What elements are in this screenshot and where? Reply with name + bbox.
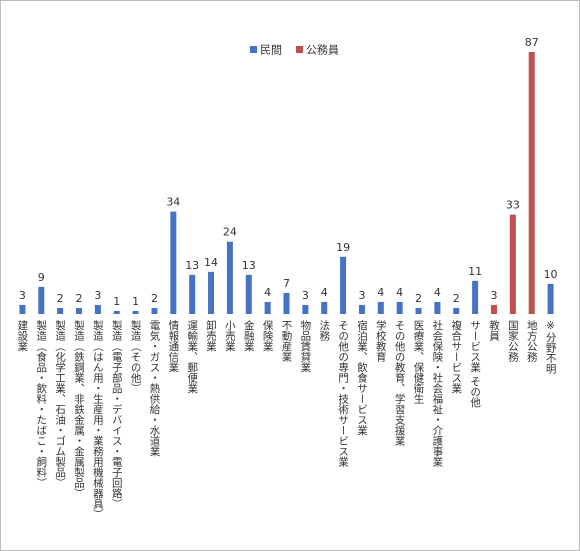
x-tick-label: 小売業: [224, 320, 236, 352]
bar: [321, 301, 328, 314]
x-tick-label: 複合サービス業: [450, 319, 462, 394]
bar: [19, 304, 26, 314]
x-tick-label: 卸売業: [205, 319, 217, 352]
x-tick-label: 法務: [318, 319, 330, 342]
bar: [245, 274, 252, 314]
data-label: 19: [336, 241, 350, 254]
x-tick-label: 保険業: [262, 319, 274, 352]
bar: [358, 304, 365, 314]
data-label: 1: [113, 295, 120, 308]
data-label: 7: [283, 277, 290, 290]
bar: [38, 286, 45, 314]
x-tick-label: 運輸業、郵便業: [186, 320, 198, 394]
x-tick-label: 不動産業: [281, 320, 293, 363]
data-label: 3: [94, 289, 101, 302]
x-tick-label: 社会保険・社会福祉・介護事業: [431, 319, 443, 468]
x-tick-label: 製造（電子部品・デバイス・電子回路）: [111, 319, 123, 509]
bar: [490, 304, 497, 314]
x-tick-label: その他の専門・技術サービス業: [337, 320, 349, 468]
data-label: 13: [185, 259, 199, 272]
data-label: 3: [490, 289, 497, 302]
data-label: 33: [506, 199, 520, 212]
x-tick-label: 電気・ガス・熱供給・水道業: [148, 320, 160, 457]
x-tick-label: 製造（はん用・生産用・業務用機械器具）: [92, 319, 104, 519]
x-tick-label: 国家公務: [507, 320, 519, 363]
bar: [340, 256, 347, 314]
data-label: 2: [57, 292, 64, 305]
data-label: 11: [468, 265, 482, 278]
data-label: 9: [38, 271, 45, 284]
bar: [377, 301, 384, 314]
bar: [113, 310, 120, 314]
data-label: 3: [19, 289, 26, 302]
x-tick-label: ※分野不明: [545, 320, 557, 375]
data-label: 4: [377, 286, 384, 299]
data-label: 3: [358, 289, 365, 302]
x-tick-label: その他の教育、学習支援業: [394, 320, 406, 447]
x-tick-label: 製造（化学工業、石油・ゴム製品）: [54, 319, 66, 488]
bar: [76, 307, 83, 314]
bar: [396, 301, 403, 314]
data-label: 2: [453, 292, 460, 305]
data-label: 2: [76, 292, 83, 305]
x-tick-label: 教員: [488, 319, 500, 342]
bar: [132, 310, 139, 314]
x-tick-label: 情報通信業: [167, 319, 179, 373]
x-tick-label: 物品賃貸業: [299, 319, 311, 373]
bar: [547, 283, 554, 314]
bar: [189, 274, 196, 314]
bar: [94, 304, 101, 314]
data-label: 4: [434, 286, 441, 299]
x-tick-label: 学校教育: [375, 319, 387, 363]
bar: [453, 307, 460, 314]
bar: [208, 271, 215, 314]
x-tick-label: サービス業 その他: [469, 320, 481, 408]
bar: [434, 301, 441, 314]
bar: [283, 292, 290, 314]
data-label: 2: [415, 292, 422, 305]
bar: [472, 280, 479, 314]
x-tick-label: 建設業: [16, 319, 28, 352]
data-label: 4: [396, 286, 403, 299]
bar: [302, 304, 309, 314]
x-tick-label: 製造（食品・飲料・たばこ・飼料）: [35, 319, 47, 488]
data-label: 13: [242, 259, 256, 272]
data-label: 4: [264, 286, 271, 299]
bar: [509, 214, 516, 314]
x-tick-label: 製造（その他）: [130, 319, 142, 393]
data-label: 34: [166, 196, 180, 209]
legend-label: 民間: [260, 44, 282, 57]
data-label: 3: [302, 289, 309, 302]
bar: [226, 241, 233, 314]
legend-label: 公務員: [306, 43, 339, 57]
data-label: 1: [132, 295, 139, 308]
bar: [170, 211, 177, 314]
data-label: 87: [525, 36, 539, 49]
legend-swatch: [250, 46, 257, 53]
bar: [264, 301, 271, 314]
x-tick-label: 金融業: [243, 319, 255, 352]
x-tick-label: 地方公務: [526, 319, 538, 363]
bar: [57, 307, 64, 314]
bar: [415, 307, 422, 314]
x-tick-label: 製造（鉄鋼業、非鉄金属・金属製品）: [73, 319, 85, 498]
data-label: 10: [544, 268, 558, 281]
legend-swatch: [296, 46, 303, 53]
bar: [528, 52, 535, 314]
x-tick-label: 医療業、保健衛生: [413, 320, 425, 404]
data-label: 2: [151, 292, 158, 305]
data-label: 24: [223, 226, 237, 239]
x-tick-label: 宿泊業、飲食サービス業: [356, 319, 368, 436]
bar: [151, 307, 158, 314]
data-label: 14: [204, 256, 218, 269]
data-label: 4: [321, 286, 328, 299]
